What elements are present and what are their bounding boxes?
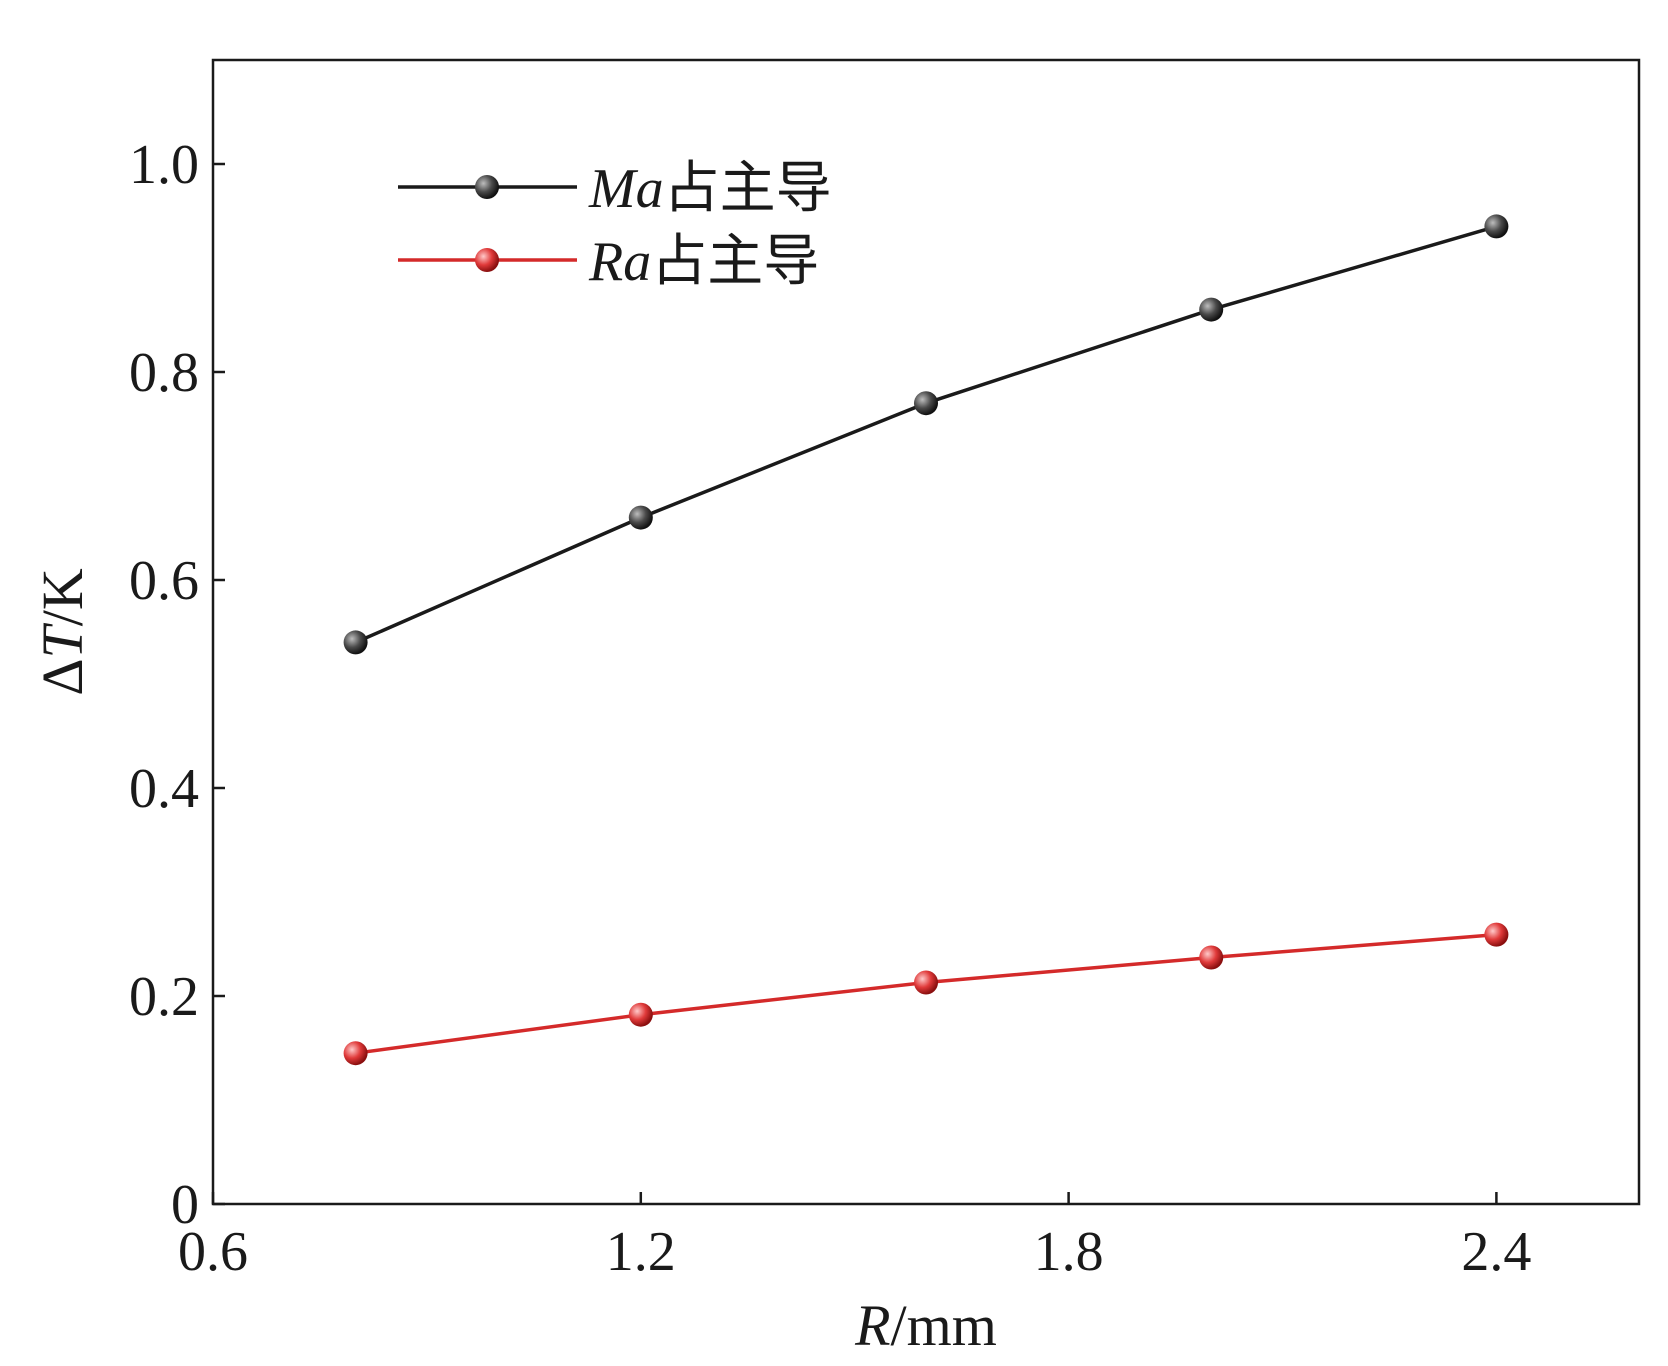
legend-label-ra: Ra占主导 xyxy=(588,231,819,293)
y-axis-label: ΔT/K xyxy=(30,568,95,696)
legend-label-ra-symbol: Ra xyxy=(588,231,651,293)
plot-frame xyxy=(211,58,1641,1206)
legend: Ma占主导 Ra占主导 xyxy=(398,158,832,293)
y-tick-label: 1.0 xyxy=(129,134,199,196)
data-point xyxy=(914,970,938,995)
series-line-0 xyxy=(354,224,1497,645)
legend-label-ma: Ma占主导 xyxy=(588,158,832,220)
y-axis-label-symbol: T xyxy=(30,622,95,658)
x-tick-label: 1.8 xyxy=(1034,1221,1104,1283)
series-layer xyxy=(343,214,1509,1066)
data-point xyxy=(1199,297,1224,322)
y-tick-label: 0.4 xyxy=(129,758,199,820)
legend-entry-ma: Ma占主导 xyxy=(398,158,832,220)
x-axis-label-unit: /mm xyxy=(891,1293,997,1358)
legend-marker-ma xyxy=(475,175,499,199)
legend-label-ma-symbol: Ma xyxy=(588,158,664,220)
y-tick-label: 0.2 xyxy=(129,966,199,1028)
y-axis-label-unit: /K xyxy=(30,568,95,626)
x-axis-label-symbol: R xyxy=(854,1293,890,1358)
data-point xyxy=(1484,214,1509,239)
data-point xyxy=(628,1002,653,1027)
x-axis-ticks: 0.6 1.2 1.8 2.4 xyxy=(178,1192,1531,1283)
y-axis-label-prefix: Δ xyxy=(30,658,95,695)
legend-entry-ra: Ra占主导 xyxy=(398,231,819,293)
data-point xyxy=(343,630,368,655)
data-point xyxy=(1199,945,1224,970)
legend-label-ra-text: 占主导 xyxy=(651,231,819,293)
x-axis-label: R/mm xyxy=(854,1293,997,1358)
legend-label-ma-text: 占主导 xyxy=(664,158,832,220)
data-point xyxy=(628,505,653,530)
data-point xyxy=(914,391,938,416)
y-axis-ticks: 0 0.2 0.4 0.6 0.8 1.0 xyxy=(129,134,225,1236)
x-tick-label: 0.6 xyxy=(178,1221,248,1283)
legend-marker-ra xyxy=(475,248,499,272)
data-point xyxy=(1484,922,1509,947)
y-tick-label: 0.8 xyxy=(129,342,199,404)
data-point xyxy=(343,1041,368,1066)
y-tick-label: 0.6 xyxy=(129,550,199,612)
y-tick-label: 0 xyxy=(171,1174,199,1236)
x-tick-label: 2.4 xyxy=(1461,1221,1531,1283)
x-tick-label: 1.2 xyxy=(606,1221,676,1283)
